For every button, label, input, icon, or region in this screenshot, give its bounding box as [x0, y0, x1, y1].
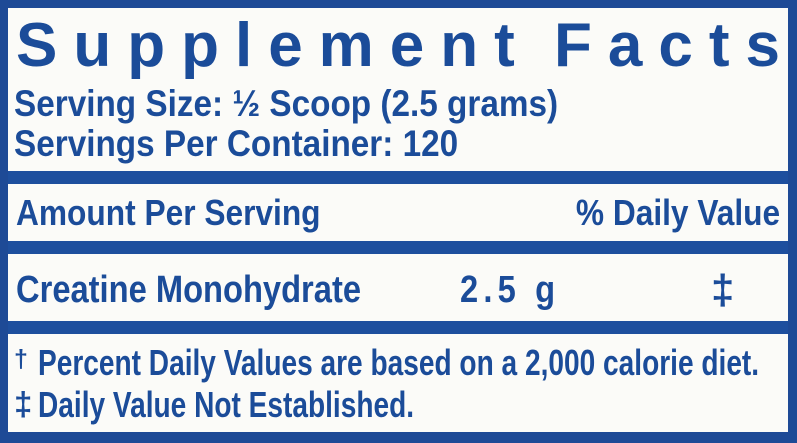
footnote-text: Percent Daily Values are based on a 2,00…: [38, 342, 760, 383]
ingredient-daily-value: ‡: [711, 266, 735, 313]
divider-bar-bottom: [8, 321, 788, 334]
amount-per-serving-header: Amount Per Serving: [16, 191, 321, 233]
ingredient-amount: 2.5 g: [460, 269, 561, 311]
table-row: Creatine Monohydrate 2.5 g ‡: [8, 254, 788, 321]
label-inner: Supplement Facts Serving Size: ½ Scoop (…: [8, 8, 788, 432]
footnote-daily-value-not-established: ‡ Daily Value Not Established.: [14, 385, 782, 427]
serving-size-text: Serving Size: ½ Scoop (2.5 grams): [14, 83, 559, 124]
ingredient-name: Creatine Monohydrate: [16, 269, 362, 311]
double-dagger-symbol: ‡: [14, 385, 33, 422]
footnote-text: Daily Value Not Established.: [38, 384, 415, 425]
divider-bar-top: [8, 171, 788, 184]
title-word-facts: Facts: [554, 11, 796, 80]
servings-per-container-line: Servings Per Container: 120: [14, 124, 782, 164]
footnote-percent-daily-values: † Percent Daily Values are based on a 2,…: [14, 343, 782, 385]
dagger-symbol: †: [14, 345, 28, 373]
footnotes: † Percent Daily Values are based on a 2,…: [8, 334, 788, 427]
divider-bar-middle: [8, 241, 788, 254]
title-word-supplement: Supplement: [16, 11, 531, 80]
daily-value-header: % Daily Value: [575, 191, 780, 233]
serving-size-line: Serving Size: ½ Scoop (2.5 grams): [14, 84, 782, 124]
table-header: Amount Per Serving % Daily Value: [8, 184, 788, 241]
serving-info: Serving Size: ½ Scoop (2.5 grams) Servin…: [8, 82, 788, 164]
servings-per-container-text: Servings Per Container: 120: [14, 123, 459, 164]
title: Supplement Facts: [8, 8, 788, 82]
